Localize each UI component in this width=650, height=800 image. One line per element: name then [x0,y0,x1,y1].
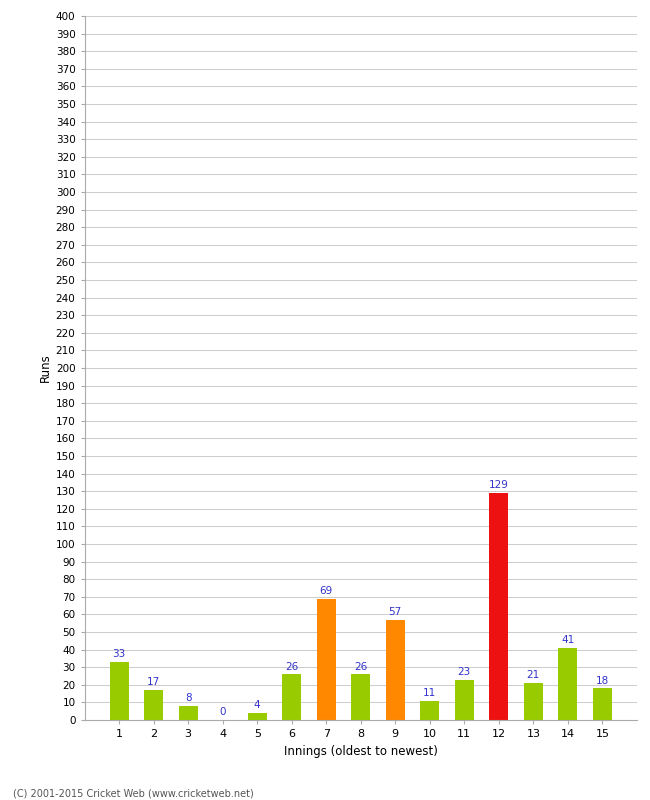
Text: (C) 2001-2015 Cricket Web (www.cricketweb.net): (C) 2001-2015 Cricket Web (www.cricketwe… [13,788,254,798]
Text: 57: 57 [389,607,402,617]
Text: 11: 11 [423,688,436,698]
Text: 129: 129 [489,480,509,490]
Bar [489,493,508,720]
Text: 23: 23 [458,667,471,677]
Bar [179,706,198,720]
Text: 26: 26 [354,662,367,672]
Bar [110,662,129,720]
Text: 41: 41 [561,635,575,645]
Bar [421,701,439,720]
Y-axis label: Runs: Runs [38,354,51,382]
Text: 69: 69 [320,586,333,596]
Bar [351,674,370,720]
Bar [144,690,163,720]
Bar [282,674,301,720]
Text: 21: 21 [526,670,540,680]
Bar [248,713,266,720]
Text: 26: 26 [285,662,298,672]
Bar [317,598,335,720]
Text: 33: 33 [112,650,125,659]
X-axis label: Innings (oldest to newest): Innings (oldest to newest) [284,745,437,758]
Bar [593,688,612,720]
Text: 0: 0 [220,707,226,718]
Text: 17: 17 [147,678,161,687]
Bar [524,683,543,720]
Text: 4: 4 [254,700,261,710]
Text: 8: 8 [185,694,192,703]
Bar [455,679,474,720]
Text: 18: 18 [596,676,609,686]
Bar [558,648,577,720]
Bar [386,620,405,720]
